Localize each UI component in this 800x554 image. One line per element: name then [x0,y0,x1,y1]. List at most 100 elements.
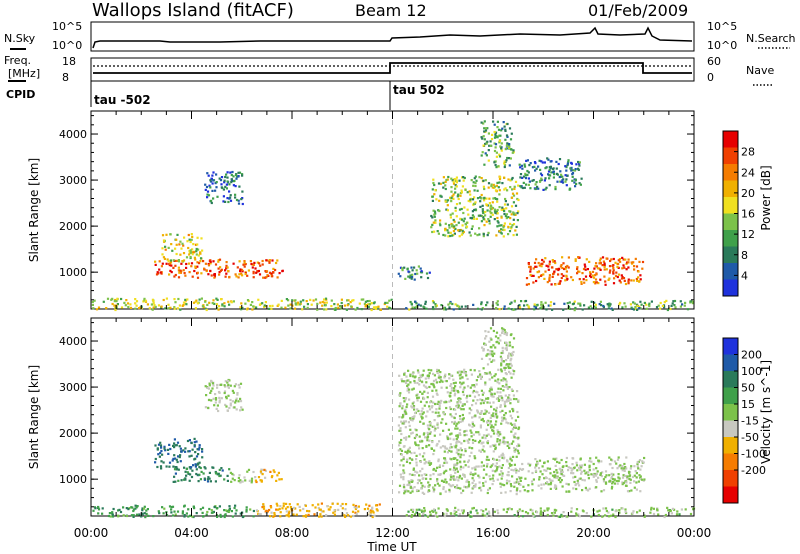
power-cell [461,232,464,235]
vel-cell [601,515,604,518]
power-cell [507,216,510,219]
vel-cell [588,464,591,467]
power-cell [574,259,577,262]
vel-cell [403,436,406,440]
power-cell [503,125,506,128]
vel-cell [443,450,446,453]
vel-cell [376,509,379,512]
power-cell [243,260,246,263]
vel-cell [429,431,432,434]
vel-cell [488,358,491,361]
vel-cell [498,382,501,385]
vel-cell [184,447,187,450]
vel-cell [470,431,473,434]
power-cell [298,303,301,306]
power-cell [155,273,159,276]
vel-cell [625,481,628,484]
vel-cell [464,464,467,467]
vel-cell [449,468,452,471]
vel-cell [615,479,619,483]
vel-cell [512,434,515,437]
vel-cell [409,418,412,421]
vel-cell [571,468,574,471]
vel-cell [481,417,484,421]
vel-cell [621,465,624,468]
vel-cell [620,467,623,470]
power-cell [452,182,456,185]
vel-cell [417,409,420,413]
power-cell [469,193,472,196]
power-cell [525,159,528,162]
power-cell [224,200,227,203]
vel-cell [491,477,494,480]
power-cell [579,183,582,186]
vel-cell [378,503,381,506]
power-cell [266,274,269,277]
power-cell [172,266,175,269]
vel-cell [204,385,207,388]
power-cell [219,269,222,272]
vel-cell [355,512,358,516]
power-cell [496,200,499,203]
vel-cell [459,447,462,450]
power-y-tick-label: 3000 [59,174,87,187]
power-cell [519,185,522,188]
vel-cell [471,384,474,387]
vel-cell [575,487,578,491]
vel-cell [489,337,492,340]
power-cell [236,266,239,269]
vel-cell [454,506,457,509]
power-cell [605,268,608,271]
vel-cell [477,394,480,397]
vel-cell [405,514,408,517]
power-cell [476,234,479,237]
power-cell [564,279,567,282]
vel-cell [311,504,314,507]
vel-cell [543,469,546,472]
vel-cell [554,476,558,479]
power-cell [291,299,294,302]
vel-cell [444,447,447,450]
vel-cell [437,369,440,372]
power-cell [537,187,540,190]
vel-cell [407,510,410,513]
vel-cell [459,401,462,404]
vel-cell [223,478,226,481]
vel-cell [218,468,221,471]
vel-cell [496,432,499,435]
vel-cell [459,468,462,471]
power-cell [503,160,506,163]
power-cell [547,265,550,268]
power-cell [564,265,568,269]
vel-cell [588,469,591,472]
vel-cell [539,470,542,473]
vel-cell [584,472,587,475]
vel-cell [575,512,578,515]
vel-cell [421,440,424,443]
power-cell [175,243,178,246]
vel-cell [416,397,419,400]
power-cell [268,307,271,310]
power-cell [538,180,542,183]
power-cell [180,247,183,250]
vel-cell [556,476,559,479]
vel-cell [215,507,218,510]
vel-cell [266,510,269,513]
power-cell [496,303,499,306]
power-cell [446,178,449,181]
power-cell [431,199,434,202]
vel-cell [225,397,228,400]
power-cell [495,302,498,305]
power-cell [426,276,430,280]
vel-cell [456,427,459,430]
vel-cell [400,449,403,452]
power-cell [523,186,526,189]
power-cell [648,305,651,308]
power-cell [618,303,621,306]
vel-cell [468,423,471,426]
power-cell [561,256,564,259]
power-cell [484,142,487,146]
vel-cell [197,463,200,466]
vel-cell [602,489,606,492]
power-cell [409,274,412,277]
